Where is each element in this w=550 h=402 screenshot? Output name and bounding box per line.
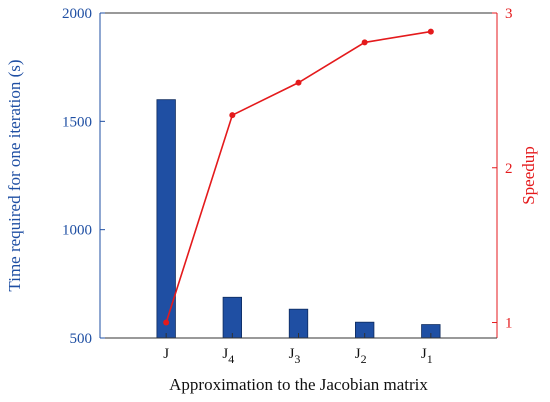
speedup-point-3 xyxy=(361,39,368,46)
speedup-point-2 xyxy=(295,79,302,86)
speedup-point-1 xyxy=(229,112,236,119)
left-tick-label-3: 2000 xyxy=(62,6,92,22)
axes-layer: 500 1000 1500 2000 1 2 3 J J4 J3 J2 J1 xyxy=(62,6,513,366)
x-tick-label-2: J3 xyxy=(289,346,301,366)
speedup-line-layer xyxy=(163,28,434,326)
right-y-axis-title: Speedup xyxy=(519,146,538,205)
x-axis-title: Approximation to the Jacobian matrix xyxy=(169,375,428,394)
x-tick-subscript-2: 3 xyxy=(294,352,300,366)
left-tick-label-1: 1000 xyxy=(62,223,92,239)
left-tick-label-0: 500 xyxy=(70,331,93,347)
right-tick-label-1: 2 xyxy=(505,161,513,177)
x-tick-subscript-3: 2 xyxy=(361,352,367,366)
x-tick-label-1: J4 xyxy=(222,346,234,366)
left-tick-label-2: 1500 xyxy=(62,114,92,130)
speedup-line xyxy=(165,30,431,323)
left-y-axis-title: Time required for one iteration (s) xyxy=(5,59,24,291)
bars-layer xyxy=(156,99,441,339)
x-tick-label-3: J2 xyxy=(355,346,367,366)
speedup-point-0 xyxy=(163,319,170,326)
x-tick-label-4: J1 xyxy=(421,346,433,366)
x-tick-label-0: J xyxy=(163,346,169,362)
right-tick-label-2: 3 xyxy=(505,6,513,22)
x-tick-subscript-1: 4 xyxy=(228,352,234,366)
x-tick-subscript-4: 1 xyxy=(427,352,433,366)
speedup-point-4 xyxy=(427,28,434,35)
right-tick-label-0: 1 xyxy=(505,316,513,332)
bar-1 xyxy=(222,296,242,339)
